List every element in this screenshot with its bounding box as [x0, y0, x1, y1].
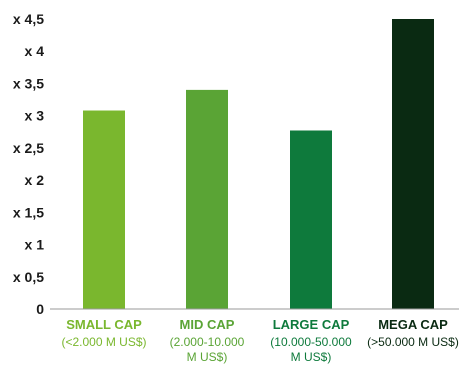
bar-mid-cap	[186, 89, 228, 309]
y-tick-label: x 2	[25, 172, 45, 188]
category-range: (2.000-10.000	[170, 335, 245, 349]
category-range: (>50.000 M US$)	[367, 335, 459, 349]
y-tick-label: x 3,5	[13, 75, 44, 91]
y-tick-label: x 3	[25, 108, 45, 124]
category-range: M US$)	[187, 350, 228, 364]
y-tick-label: x 2,5	[13, 140, 44, 156]
category-labels: SMALL CAP (<2.000 M US$) MID CAP (2.000-10.…	[61, 317, 458, 364]
y-tick-label: x 1	[25, 237, 45, 253]
category-name: MID CAP	[180, 317, 235, 332]
category-name: SMALL CAP	[66, 317, 142, 332]
category-range: M US$)	[291, 350, 332, 364]
y-axis-ticks: 0 x 0,5 x 1 x 1,5 x 2 x 2,5 x 3 x 3,5 x 4 x 4,5	[13, 11, 44, 317]
bar-large-cap	[290, 130, 332, 309]
y-tick-label: x 0,5	[13, 269, 44, 285]
category-name: LARGE CAP	[273, 317, 350, 332]
y-tick-label: 0	[36, 301, 44, 317]
category-range: (10.000-50.000	[270, 335, 352, 349]
y-tick-label: x 1,5	[13, 204, 44, 220]
category-range: (<2.000 M US$)	[61, 335, 146, 349]
bar-small-cap	[83, 110, 125, 309]
y-tick-label: x 4,5	[13, 11, 44, 27]
bars	[83, 19, 434, 309]
bar-mega-cap	[392, 19, 434, 309]
category-name: MEGA CAP	[378, 317, 448, 332]
y-tick-label: x 4	[25, 43, 45, 59]
